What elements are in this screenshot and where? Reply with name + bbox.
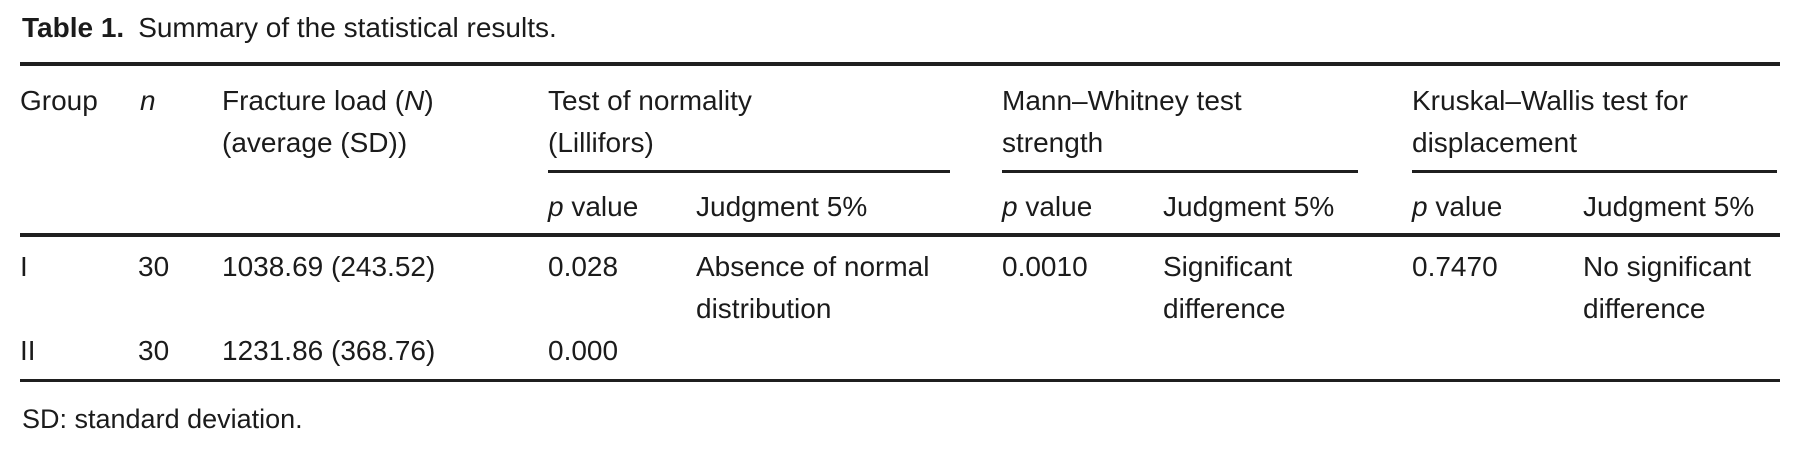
spanner-mann-whitney-line1: Mann–Whitney test [1002, 85, 1242, 116]
value-word: value [1427, 191, 1503, 222]
fracture-load-line1: Fracture load ( [222, 85, 405, 116]
row2-n: 30 [138, 335, 170, 366]
spanner-header-mann-whitney: Mann–Whitney test strength [1002, 80, 1242, 164]
col-header-fracture-load: Fracture load (N) (average (SD)) [222, 80, 434, 164]
subheader-mann-whitney-p-value: p value [1002, 186, 1092, 228]
row1-normality-judgment: Absence of normal distribution [696, 251, 930, 324]
spanner-rule-kruskal-wallis [1412, 170, 1777, 173]
fracture-load-line1-close: ) [424, 85, 434, 116]
spanner-normality-line2: (Lillifors) [548, 127, 654, 158]
spanner-kruskal-wallis-line1: Kruskal–Wallis test for [1412, 85, 1688, 116]
table-caption: Table 1. Summary of the statistical resul… [22, 10, 557, 46]
spanner-rule-normality [548, 170, 950, 173]
row2-normality-p: 0.000 [548, 335, 619, 366]
spanner-header-kruskal-wallis: Kruskal–Wallis test for displacement [1412, 80, 1688, 164]
col-header-n: n [140, 85, 156, 116]
value-word: value [563, 191, 639, 222]
table-caption-text: Summary of the statistical results. [138, 12, 557, 43]
row1-mann-whitney-p: 0.0010 [1002, 251, 1088, 282]
table-footnote: SD: standard deviation. [22, 404, 303, 434]
row1-normality-p: 0.028 [548, 251, 619, 282]
subheader-normality-judgment: Judgment 5% [696, 191, 868, 222]
p-italic: p [548, 191, 564, 222]
spanner-kruskal-wallis-line2: displacement [1412, 127, 1577, 158]
table-top-rule [20, 62, 1780, 66]
subheader-mann-whitney-judgment: Judgment 5% [1163, 191, 1335, 222]
row1-kruskal-wallis-judgment: No significant difference [1583, 251, 1752, 324]
row1-n: 30 [138, 251, 170, 282]
spanner-normality-line1: Test of normality [548, 85, 752, 116]
row1-mann-whitney-judgment: Significant difference [1163, 251, 1293, 324]
row2-group: II [20, 335, 36, 366]
row2-fracture-load: 1231.86 (368.76) [222, 335, 436, 366]
p-italic: p [1412, 191, 1428, 222]
row1-kruskal-wallis-p: 0.7470 [1412, 251, 1498, 282]
subheader-normality-p-value: p value [548, 186, 638, 228]
row1-group: I [20, 251, 28, 282]
value-word: value [1017, 191, 1093, 222]
subheader-kruskal-wallis-judgment: Judgment 5% [1583, 191, 1755, 222]
spanner-rule-mann-whitney [1002, 170, 1358, 173]
spanner-mann-whitney-line2: strength [1002, 127, 1104, 158]
table-bottom-rule [20, 379, 1780, 382]
p-italic: p [1002, 191, 1018, 222]
subheader-kruskal-wallis-p-value: p value [1412, 186, 1502, 228]
col-header-group: Group [20, 85, 98, 116]
table-mid-rule [20, 233, 1780, 237]
table-caption-label: Table 1. [22, 12, 125, 43]
spanner-header-normality: Test of normality (Lillifors) [548, 80, 752, 164]
row1-fracture-load: 1038.69 (243.52) [222, 251, 436, 282]
fracture-load-n-italic: N [404, 85, 425, 116]
fracture-load-line2: (average (SD)) [222, 127, 408, 158]
